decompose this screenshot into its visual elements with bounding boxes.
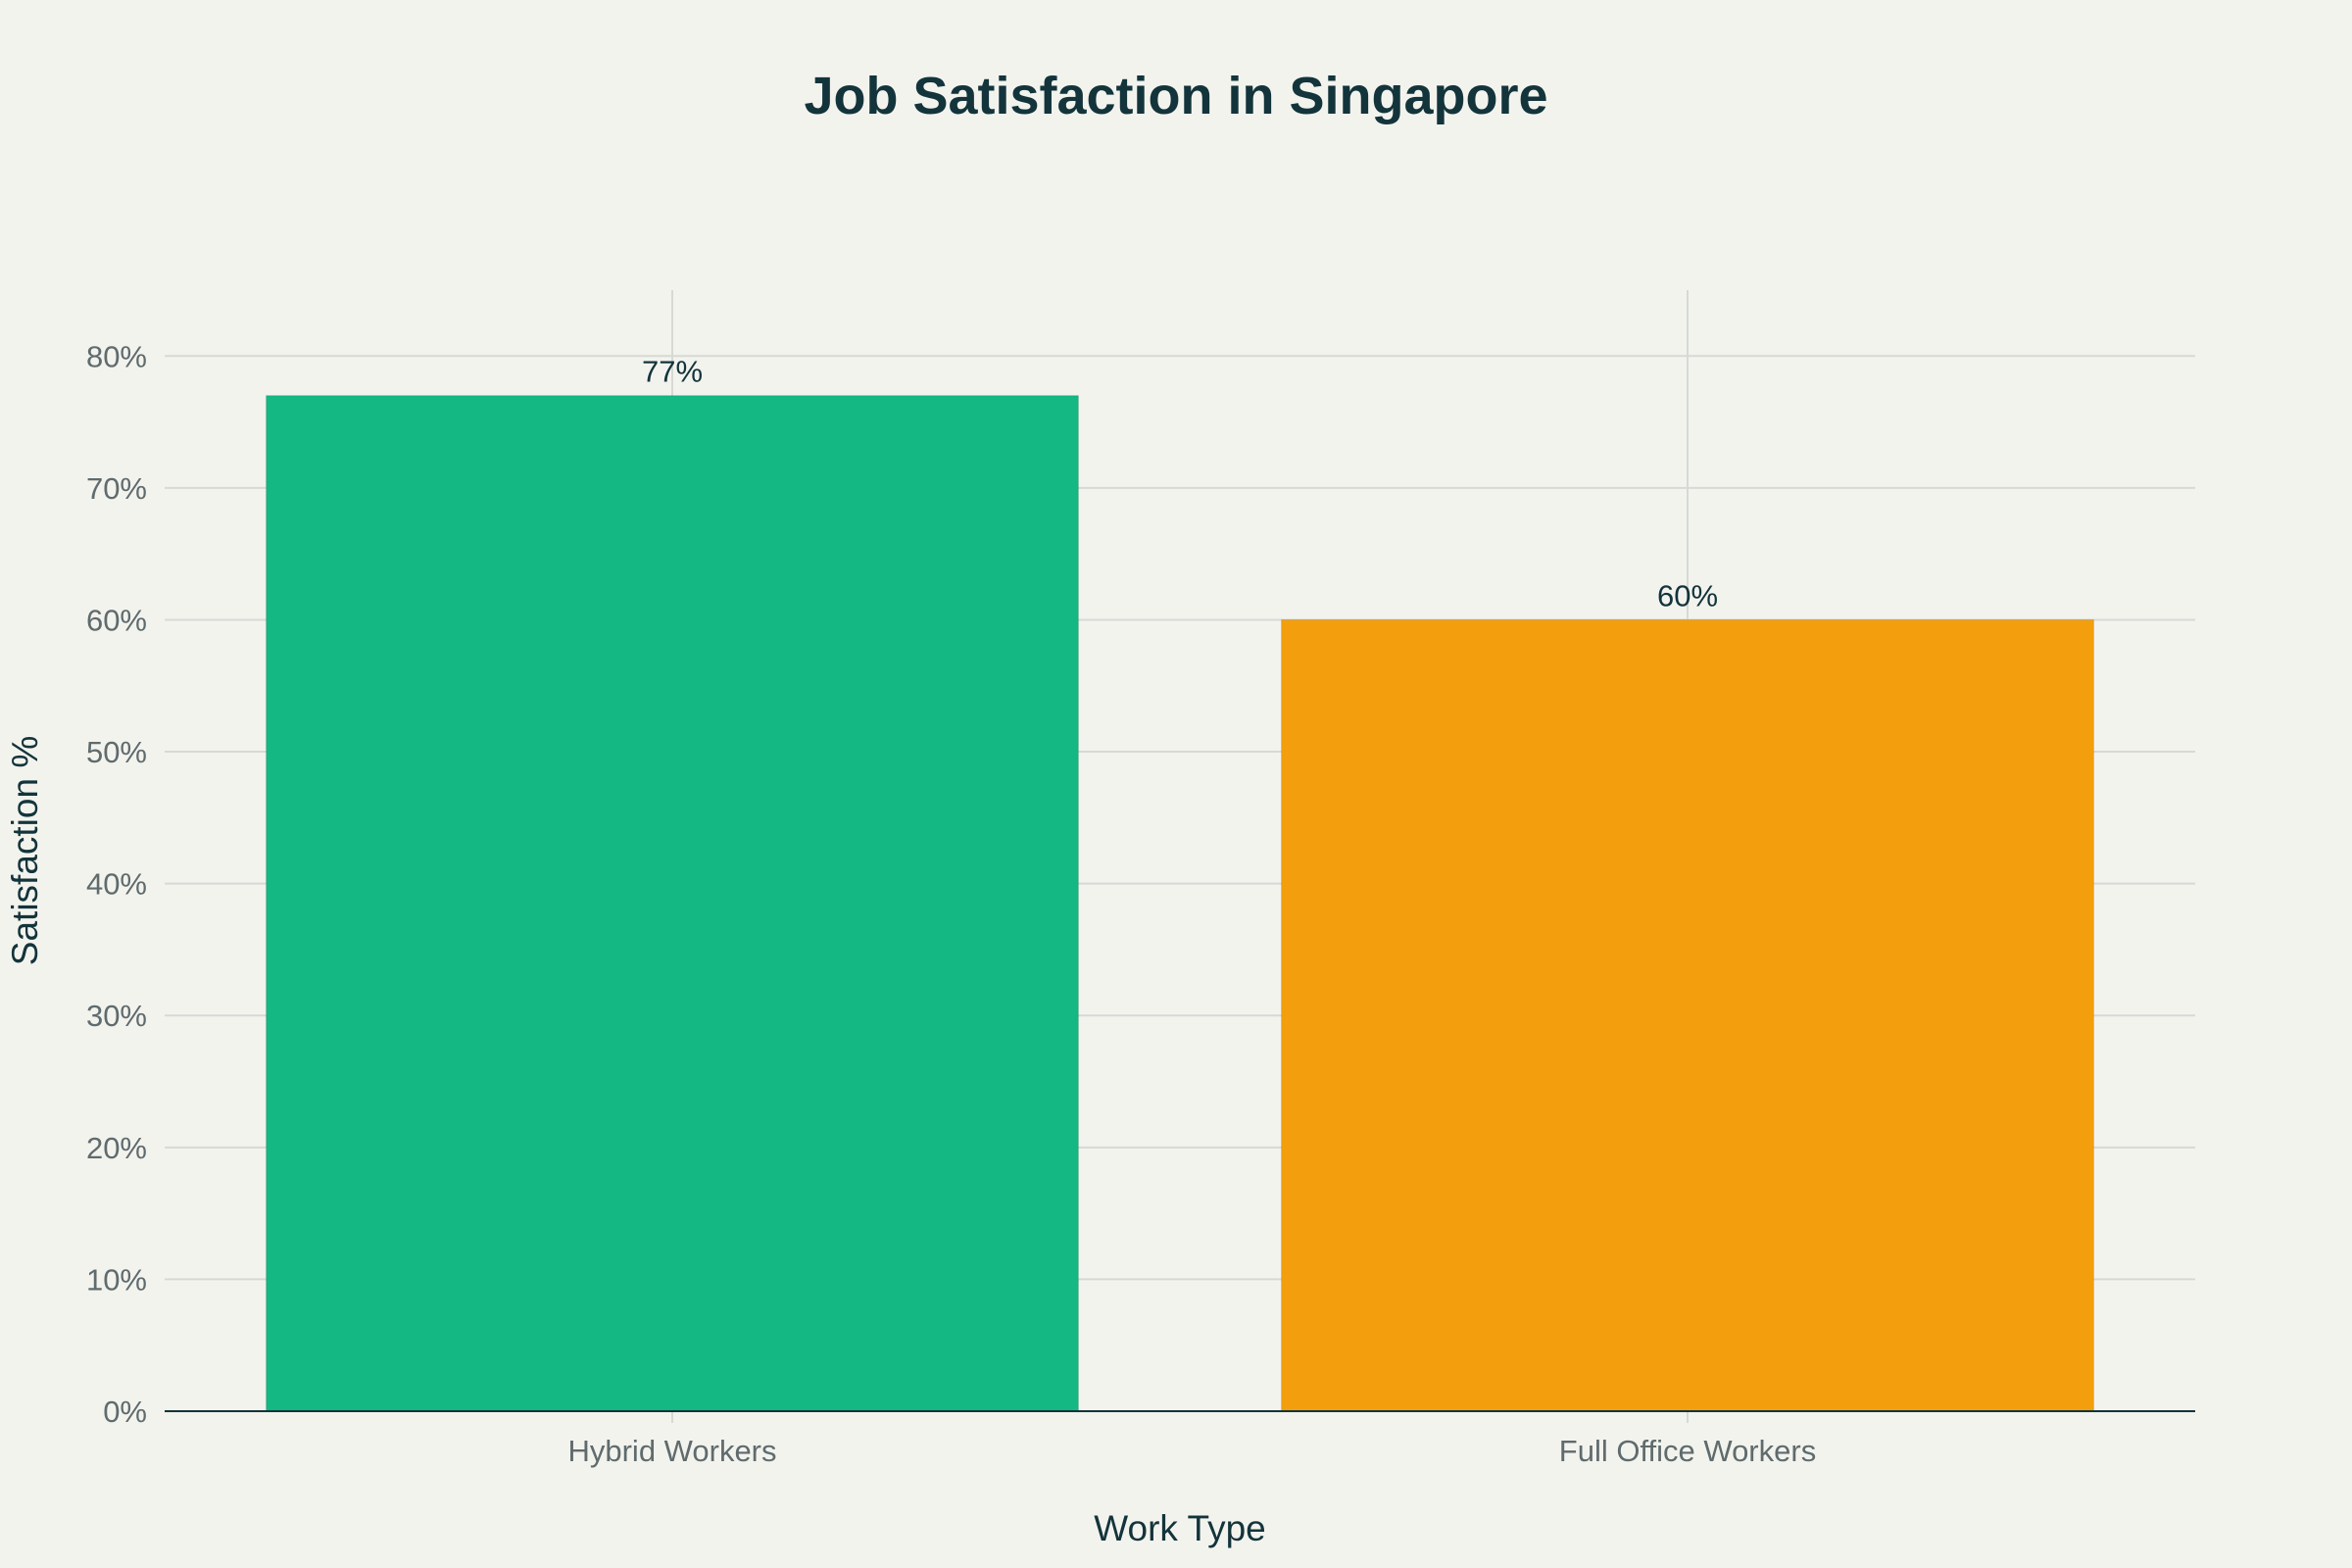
x-axis-title: Work Type [1094,1508,1265,1548]
y-tick-label: 30% [86,999,147,1033]
y-tick-label: 40% [86,867,147,902]
y-tick-label: 60% [86,603,147,637]
y-tick-label: 70% [86,471,147,506]
y-axis-title: Satisfaction % [5,736,45,965]
labels: 0% 10% 20% 30% 40% 50% 60% 70% 80% 77% Hybrid Work… [86,339,1816,1468]
bar [1281,618,2094,1412]
x-tick-label: Full Office Workers [1559,1434,1816,1468]
bars [266,395,2094,1412]
bar-value-label: 60% [1657,578,1718,612]
bar-value-label: 77% [642,355,703,389]
chart-title: Job Satisfaction in Singapore [804,67,1547,125]
y-tick-label: 50% [86,735,147,769]
y-tick-label: 20% [86,1131,147,1165]
bar [266,395,1079,1412]
y-tick-label: 0% [103,1395,147,1429]
x-tick-label: Hybrid Workers [567,1434,776,1468]
y-tick-label: 80% [86,339,147,373]
y-tick-label: 10% [86,1262,147,1297]
